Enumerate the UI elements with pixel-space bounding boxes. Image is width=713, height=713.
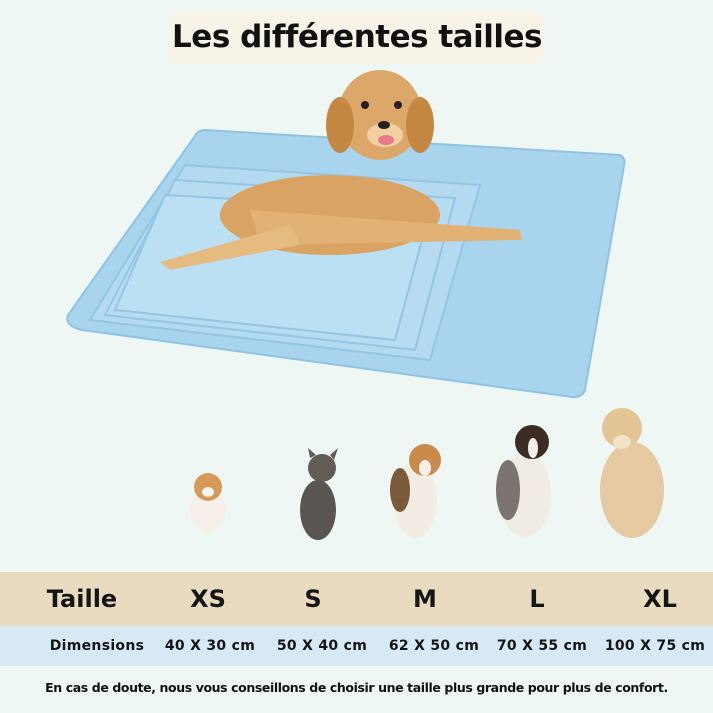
size-header: Taille <box>46 585 118 613</box>
dimensions-header: Dimensions <box>49 638 145 654</box>
size-row: Taille XS S M L XL <box>0 572 713 626</box>
size-m: M <box>413 585 437 613</box>
size-s: S <box>304 585 322 613</box>
dimension-l: 70 X 55 cm <box>496 638 588 654</box>
dog-size-m <box>390 444 441 538</box>
dimension-s: 50 X 40 cm <box>276 638 368 654</box>
sizing-advice-note: En cas de doute, nous vous conseillons d… <box>45 680 668 695</box>
dog-size-s <box>300 448 338 540</box>
title-banner: Les différentes tailles <box>170 10 544 64</box>
product-illustration <box>66 70 664 540</box>
dog-size-xs <box>190 473 226 532</box>
dog-size-l <box>496 425 551 537</box>
dimension-xl: 100 X 75 cm <box>604 638 706 654</box>
dimensions-row: Dimensions 40 X 30 cm 50 X 40 cm 62 X 50… <box>0 626 713 666</box>
size-xs: XS <box>190 585 226 613</box>
dimension-m: 62 X 50 cm <box>388 638 480 654</box>
size-xl: XL <box>643 585 677 613</box>
dimension-xs: 40 X 30 cm <box>164 638 256 654</box>
dog-size-xl <box>600 408 664 538</box>
golden-retriever-on-mat <box>160 70 522 270</box>
page-title: Les différentes tailles <box>172 19 542 55</box>
size-l: L <box>529 585 545 613</box>
cooling-mats <box>66 128 626 399</box>
